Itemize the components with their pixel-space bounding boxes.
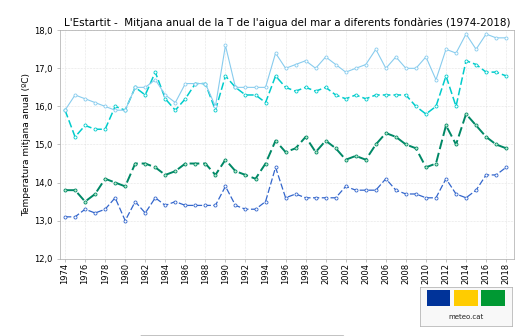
Text: meteo.cat: meteo.cat (448, 314, 483, 321)
Y-axis label: Temperatura mitjana anual (ºC): Temperatura mitjana anual (ºC) (22, 73, 31, 216)
Bar (481, 290, 505, 306)
Title: L'Estartit -  Mitjana anual de la T de l'aigua del mar a diferents fondàries (19: L'Estartit - Mitjana anual de la T de l'… (64, 17, 511, 28)
Bar (426, 290, 450, 306)
Legend: Sup., ·20 m, ·50 m, ·80 m: Sup., ·20 m, ·50 m, ·80 m (140, 335, 343, 336)
Bar (454, 290, 478, 306)
